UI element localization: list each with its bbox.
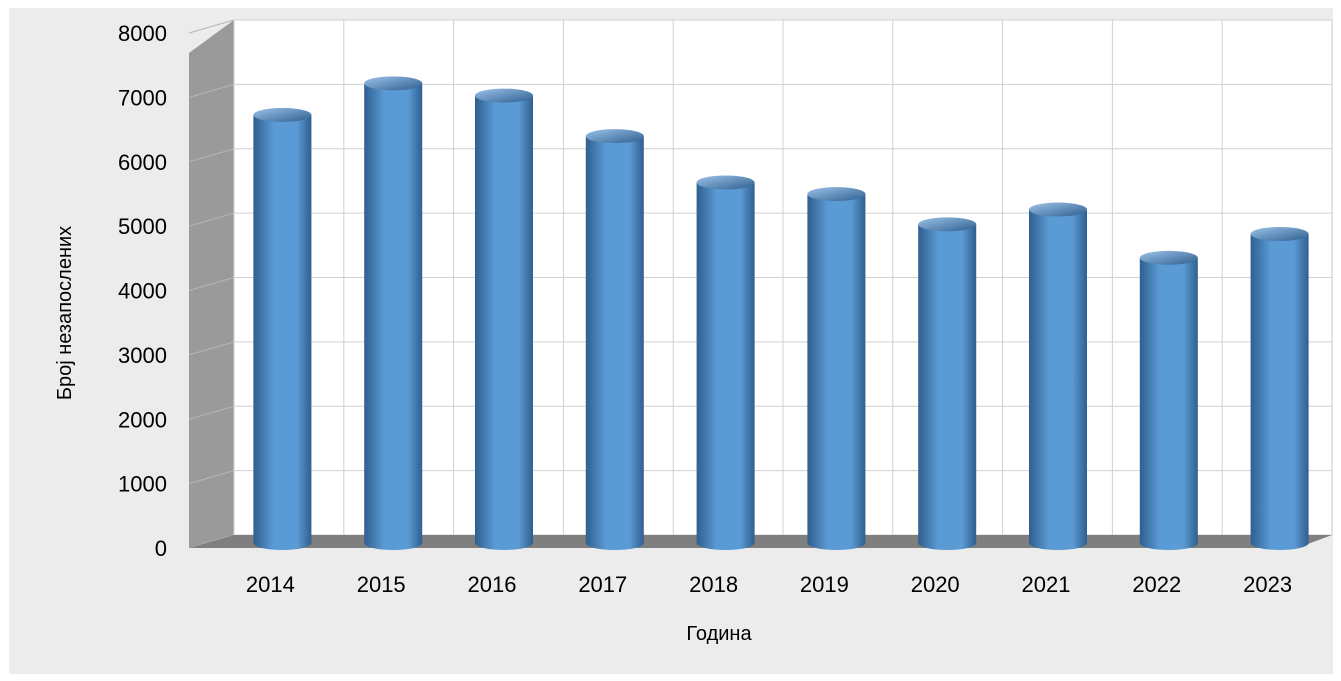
bar-cap (585, 129, 644, 144)
gridline-side (188, 148, 235, 163)
bar-body (253, 114, 312, 550)
bar-2019 (807, 187, 866, 550)
bar-body (364, 83, 423, 550)
bar-2021 (1029, 202, 1087, 550)
bar-body (1139, 257, 1198, 550)
bar-body (1029, 209, 1087, 550)
x-tick-label: 2017 (578, 572, 627, 597)
bar-cap (1139, 250, 1198, 265)
bar-cap (475, 88, 533, 103)
gridline-side (188, 212, 235, 227)
chart-area: 0 1000 2000 3000 4000 5000 6000 7000 8000 2014 20… (9, 8, 1333, 674)
bar-2020 (918, 217, 977, 550)
x-axis-tick-labels: 2014 2015 2016 2017 2018 2019 2020 2021 2022 2023 (246, 572, 1292, 597)
y-axis-tick-labels: 0 1000 2000 3000 4000 5000 6000 7000 8000 (118, 21, 167, 561)
x-tick-label: 2016 (468, 572, 517, 597)
y-tick-label: 3000 (118, 343, 167, 368)
x-tick-label: 2015 (357, 572, 406, 597)
x-tick-label: 2014 (246, 572, 295, 597)
bar-body (918, 224, 977, 550)
y-tick-label: 5000 (118, 214, 167, 239)
bar-cap (807, 187, 866, 202)
bar-body (475, 95, 533, 550)
gridline-side (188, 277, 235, 291)
x-tick-label: 2021 (1022, 572, 1071, 597)
x-tick-label: 2019 (800, 572, 849, 597)
bar-cap (918, 217, 977, 232)
x-tick-label: 2023 (1243, 572, 1292, 597)
x-tick-label: 2020 (911, 572, 960, 597)
gridline-side (188, 341, 235, 356)
x-tick-label: 2018 (689, 572, 738, 597)
gridline-side (188, 470, 235, 485)
bars (253, 76, 1309, 550)
y-tick-label: 2000 (118, 407, 167, 432)
bar-cap (364, 76, 423, 91)
y-tick-label: 0 (155, 536, 167, 561)
bar-cap (1029, 202, 1087, 217)
gridline-side (188, 405, 235, 420)
bar-cap (253, 107, 312, 122)
bar-cap (696, 175, 755, 190)
bar-2022 (1139, 250, 1198, 550)
bar-2023 (1250, 227, 1309, 550)
bar-body (807, 194, 866, 550)
bar-2015 (364, 76, 423, 550)
bar-body (585, 136, 644, 550)
gridline-side (188, 83, 235, 98)
bar-cap (1250, 227, 1309, 241)
y-tick-label: 1000 (118, 472, 167, 497)
y-tick-label: 4000 (118, 279, 167, 304)
x-axis-title: Година (686, 623, 752, 645)
bar-body (696, 182, 755, 550)
y-axis-title: Број незапослених (54, 226, 76, 400)
bar-2016 (475, 88, 533, 550)
bar-2017 (585, 129, 644, 550)
y-tick-label: 7000 (118, 85, 167, 110)
x-tick-label: 2022 (1132, 572, 1181, 597)
bar-2014 (253, 107, 312, 550)
bar-2018 (696, 175, 755, 550)
gridline-side (188, 19, 235, 34)
bar-body (1250, 234, 1309, 550)
y-tick-label: 8000 (118, 21, 167, 46)
y-tick-label: 6000 (118, 150, 167, 175)
